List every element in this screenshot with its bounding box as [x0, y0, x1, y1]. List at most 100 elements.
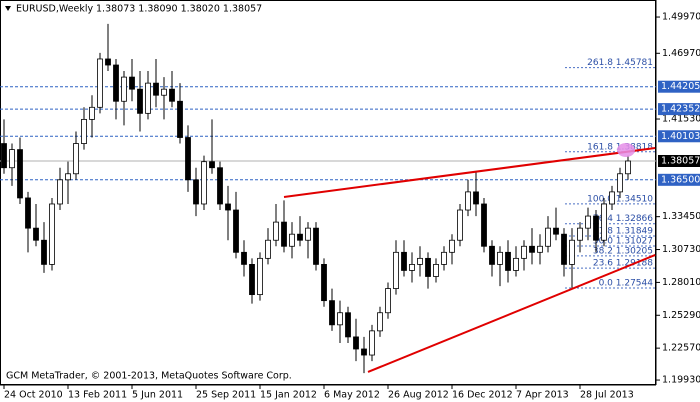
x-tick-label: 24 Oct 2010 [4, 390, 63, 401]
y-tick-label: 1.28010 [662, 277, 700, 288]
candle-body [257, 257, 263, 296]
fib-label: 23.6 1.29188 [593, 259, 653, 269]
candle-body [313, 227, 319, 265]
candle-body [121, 76, 127, 102]
candle-body [145, 82, 151, 114]
candle-body [537, 245, 543, 253]
y-tick-label: 1.33450 [662, 211, 700, 222]
fib-label: 0.0 1.27544 [599, 279, 654, 289]
candle-body [345, 312, 351, 338]
y-tick-label: 1.46970 [662, 48, 700, 59]
candle-body [569, 239, 575, 265]
candle-body [425, 257, 431, 277]
candle-body [321, 264, 327, 302]
candle-body [193, 179, 199, 205]
candle-body [441, 251, 447, 265]
candle-body [481, 203, 487, 247]
candle-body [545, 227, 551, 247]
candle-body [609, 191, 615, 205]
fib-label: 76.4 1.32866 [593, 214, 653, 224]
candle-body [49, 203, 55, 265]
candle-body [401, 251, 407, 271]
x-tick-label: 15 Jan 2012 [260, 390, 317, 401]
candle-body [497, 251, 503, 265]
candle-body [57, 179, 63, 205]
fib-label: 61.8 1.31849 [593, 227, 653, 237]
x-tick-label: 26 Aug 2012 [388, 390, 449, 401]
candle-body [521, 245, 527, 259]
fib-label: 100.0 1.34510 [587, 194, 653, 204]
collapse-icon [5, 6, 11, 11]
fib-label: 38.2 1.30205 [593, 246, 653, 256]
highlight-marker [617, 143, 635, 157]
candle-body [25, 197, 31, 229]
candle-body [249, 264, 255, 296]
candle-body [465, 191, 471, 211]
level-box [658, 130, 700, 143]
candle-body [265, 239, 271, 259]
footer: GCM MetaTrader, © 2001-2013, MetaQuotes … [6, 371, 292, 382]
plot-frame [0, 0, 656, 385]
candle-body [489, 245, 495, 265]
level-box [658, 80, 700, 93]
y-tick-label: 1.19930 [662, 375, 700, 386]
candle-body [105, 58, 111, 66]
candle-body [617, 173, 623, 193]
candle-body [561, 233, 567, 265]
fib-label: 50.0 1.31027 [593, 236, 653, 246]
candle-body [385, 288, 391, 314]
x-tick-label: 28 Jul 2013 [580, 390, 634, 401]
trendline [283, 147, 656, 198]
candle-body [297, 233, 303, 241]
candle-body [393, 251, 399, 289]
y-tick-label: 1.49970 [662, 12, 700, 23]
current-price-label: 1.38057 [661, 155, 700, 166]
candle-body [577, 227, 583, 241]
candle-body [529, 245, 535, 253]
level-label: 1.44205 [661, 81, 700, 92]
candle-body [553, 227, 559, 235]
y-tick-label: 1.41530 [662, 114, 700, 125]
fib-label: 261.8 1.45781 [587, 58, 653, 68]
quote: 1.38073 1.38090 1.38020 1.38057 [96, 4, 262, 15]
level-box [658, 173, 700, 186]
candle-body [161, 88, 167, 96]
candle-body [217, 167, 223, 205]
candle-body [137, 88, 143, 114]
candle-body [369, 330, 375, 356]
candle-body [305, 227, 311, 241]
candle-body [473, 191, 479, 205]
level-label: 1.36500 [661, 174, 700, 185]
x-tick-label: 16 Dec 2012 [452, 390, 513, 401]
candle-body [377, 312, 383, 332]
candle-body [113, 64, 119, 102]
level-label: 1.42352 [661, 104, 700, 115]
candle-body [337, 312, 343, 326]
candle-body [97, 58, 103, 108]
candle-body [65, 173, 71, 181]
candle-body [177, 100, 183, 138]
candle-body [361, 348, 367, 356]
x-tick-label: 13 Feb 2011 [68, 390, 127, 401]
candle-body [625, 160, 631, 175]
candle-body [417, 257, 423, 265]
x-tick-label: 25 Sep 2011 [196, 390, 256, 401]
candle-body [1, 143, 7, 169]
candle-body [209, 161, 215, 169]
candle-body [17, 149, 23, 199]
candle-body [505, 251, 511, 271]
candle-body [201, 161, 207, 205]
trendline [367, 254, 656, 373]
candle-body [41, 239, 47, 265]
level-label: 1.40103 [661, 131, 700, 142]
current-price-box [658, 154, 700, 167]
candle-body [33, 227, 39, 241]
candle-body [73, 143, 79, 175]
candle-body [169, 88, 175, 102]
x-tick-label: 5 Jun 2011 [132, 390, 183, 401]
candle-body [585, 215, 591, 229]
candle-body [273, 221, 279, 241]
candle-body [353, 336, 359, 350]
candle-body [409, 264, 415, 271]
